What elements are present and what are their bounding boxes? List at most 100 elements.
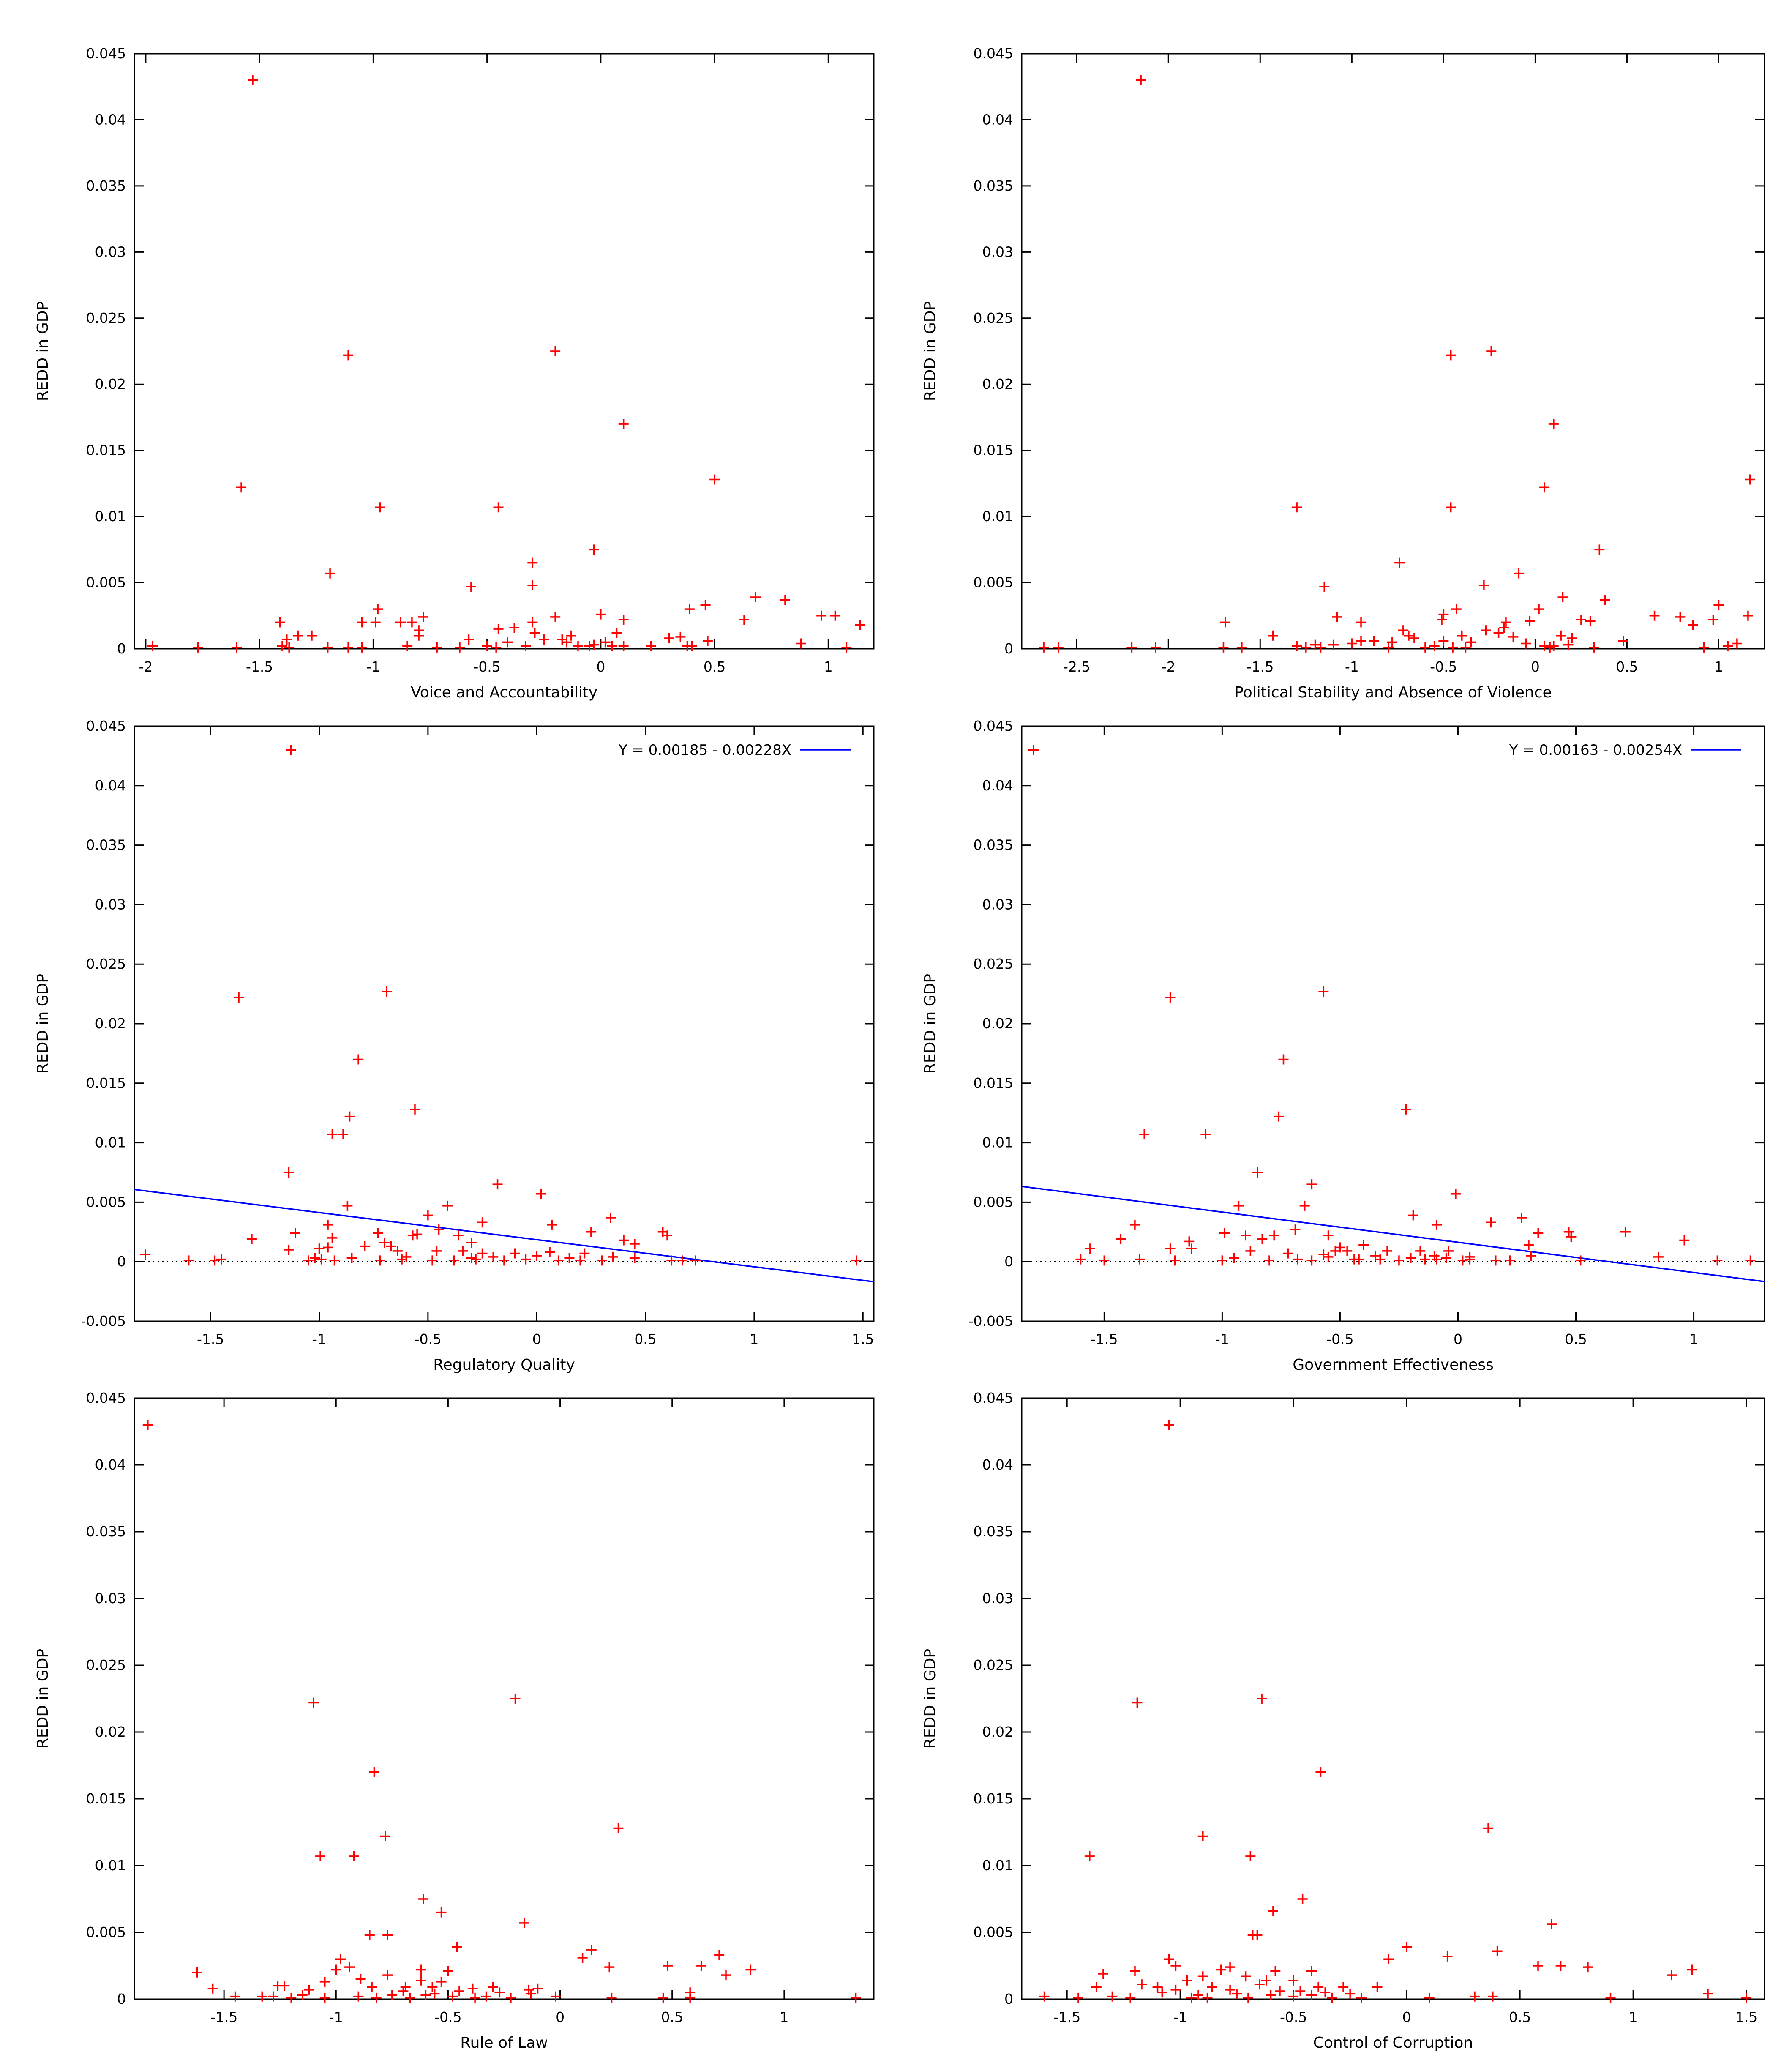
data-point: [1323, 1251, 1334, 1262]
data-point: [1556, 630, 1566, 641]
data-point: [696, 1961, 706, 1971]
data-point: [1139, 1129, 1150, 1139]
data-point: [1354, 1254, 1364, 1265]
x-tick-label: 0: [596, 658, 605, 675]
data-point: [1438, 636, 1449, 646]
data-point: [1582, 1962, 1593, 1973]
data-point: [1257, 1694, 1267, 1704]
data-point: [529, 628, 540, 638]
data-point: [1164, 1954, 1174, 1964]
data-point: [1075, 1254, 1086, 1265]
data-point: [575, 1255, 586, 1266]
data-point: [1457, 1255, 1468, 1266]
data-point: [1585, 616, 1596, 626]
data-point: [1457, 630, 1467, 641]
data-point: [402, 641, 413, 651]
y-tick-label: 0.03: [95, 1590, 126, 1607]
data-point: [1318, 986, 1329, 997]
data-point: [1288, 1991, 1299, 2002]
data-point: [386, 1241, 396, 1251]
y-tick-label: 0: [1004, 1991, 1013, 2007]
data-point: [427, 1982, 438, 1992]
data-point: [1383, 642, 1394, 653]
y-tick-label: 0.045: [86, 1390, 126, 1406]
data-point: [405, 1992, 415, 2003]
data-point: [1486, 1217, 1496, 1228]
data-point: [675, 631, 686, 642]
data-point: [1182, 1975, 1192, 1986]
data-point: [1245, 1851, 1256, 1861]
y-tick-label: 0.02: [982, 1724, 1013, 1740]
data-point: [589, 544, 599, 555]
data-point: [1073, 1992, 1083, 2003]
x-tick-label: -0.5: [434, 2009, 461, 2025]
data-point: [1268, 630, 1278, 641]
data-point: [1275, 1986, 1285, 1997]
data-point: [443, 1966, 453, 1976]
data-point: [1084, 1851, 1095, 1861]
data-point: [338, 1129, 349, 1139]
data-point: [1708, 615, 1718, 625]
x-tick-label: -1: [366, 658, 380, 675]
data-point: [1699, 642, 1709, 653]
data-point: [1505, 1255, 1515, 1266]
data-point: [466, 1238, 477, 1248]
data-point: [429, 1989, 440, 1999]
data-point: [589, 639, 599, 650]
data-point: [1448, 642, 1458, 653]
data-point: [685, 1992, 696, 2003]
data-point: [360, 1241, 370, 1251]
data-point: [382, 1930, 393, 1940]
data-point: [1499, 622, 1509, 633]
data-point: [841, 642, 852, 653]
data-point: [427, 1255, 438, 1266]
data-point: [739, 615, 750, 625]
data-point: [1490, 1255, 1501, 1266]
data-point: [663, 1961, 673, 1971]
x-tick-label: 1: [1714, 658, 1723, 675]
data-point: [290, 1228, 300, 1238]
y-tick-label: 0.015: [86, 1790, 126, 1807]
data-point: [492, 1179, 503, 1190]
x-tick-label: -1.5: [1091, 1331, 1118, 1347]
data-point: [275, 617, 285, 628]
data-point: [1274, 1111, 1284, 1122]
x-axis-label: Voice and Accountability: [411, 684, 597, 701]
data-point: [550, 612, 561, 622]
data-point: [629, 1238, 640, 1249]
data-point: [1292, 502, 1302, 513]
data-point: [1233, 1200, 1244, 1211]
x-tick-label: -0.5: [1430, 658, 1457, 675]
data-point: [1170, 1984, 1181, 1995]
data-point: [329, 1255, 340, 1266]
data-point: [1451, 604, 1462, 615]
data-point: [1375, 1254, 1386, 1265]
data-point: [477, 1248, 488, 1259]
data-point: [1539, 641, 1550, 651]
data-point: [1219, 1228, 1230, 1238]
y-tick-label: 0.025: [86, 310, 126, 326]
data-point: [1241, 1971, 1251, 1982]
data-point: [539, 634, 549, 645]
data-point: [493, 624, 504, 634]
x-tick-label: -1: [329, 2009, 343, 2025]
x-tick-label: -2: [1162, 658, 1176, 675]
data-point: [373, 604, 383, 615]
data-point: [1732, 638, 1742, 649]
y-tick-label: 0.02: [982, 376, 1013, 392]
data-point: [750, 592, 761, 602]
data-point: [1525, 616, 1535, 626]
data-point: [1469, 1991, 1480, 2002]
y-tick-label: 0.01: [95, 1857, 126, 1874]
data-point: [606, 1992, 617, 2003]
plot-frame: [1021, 1397, 1765, 2000]
data-point: [1283, 1248, 1293, 1259]
data-point: [532, 1983, 543, 1994]
data-point: [1492, 1946, 1503, 1956]
data-point: [364, 1930, 375, 1940]
y-tick-label: 0.005: [974, 1924, 1013, 1940]
data-point: [577, 1953, 588, 1963]
data-point: [586, 1227, 596, 1237]
data-point: [618, 419, 629, 429]
x-tick-label: 1: [780, 2009, 788, 2025]
